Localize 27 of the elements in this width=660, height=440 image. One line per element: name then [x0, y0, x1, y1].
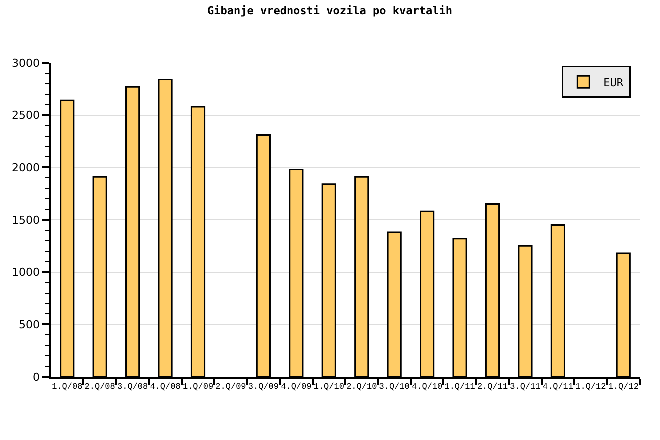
- y-tick-label: 3000: [12, 56, 40, 70]
- x-tick-label: 1.Q/10: [314, 382, 344, 392]
- y-tick-label: 500: [19, 318, 40, 332]
- x-tick-label: 1.Q/12: [576, 382, 606, 392]
- y-tick-label: 2000: [12, 162, 40, 175]
- x-tick-label: 2.Q/10: [346, 382, 378, 392]
- x-tick-label: 2.Q/11: [477, 382, 508, 392]
- x-tick-label: 3.Q/11: [510, 382, 541, 392]
- x-tick-label: 1.Q/12: [608, 382, 639, 392]
- y-tick-label: 2500: [12, 109, 40, 122]
- y-tick-label: 0: [33, 370, 40, 384]
- x-tick-label: 2.Q/09: [216, 382, 246, 392]
- x-tick-label: 3.Q/10: [379, 382, 410, 392]
- x-tick-label: 1.Q/08: [52, 382, 83, 392]
- x-tick-label: 3.Q/08: [118, 382, 148, 392]
- x-tick-label: 3.Q/09: [248, 382, 279, 392]
- x-tick-label: 4.Q/09: [281, 382, 312, 392]
- x-tick-label: 1.Q/09: [182, 382, 214, 392]
- chart-title: Gibanje vrednosti vozila po kvartalih: [207, 4, 453, 18]
- legend-label: EUR: [604, 76, 624, 90]
- y-tick-label: 1000: [12, 266, 40, 280]
- x-tick-label: 4.Q/10: [412, 382, 443, 392]
- y-tick-label: 1500: [12, 214, 40, 227]
- x-tick-label: 4.Q/11: [542, 382, 574, 392]
- x-tick-label: 1.Q/11: [444, 382, 476, 392]
- x-tick-label: 4.Q/08: [150, 382, 181, 392]
- x-tick-label: 2.Q/08: [84, 382, 116, 392]
